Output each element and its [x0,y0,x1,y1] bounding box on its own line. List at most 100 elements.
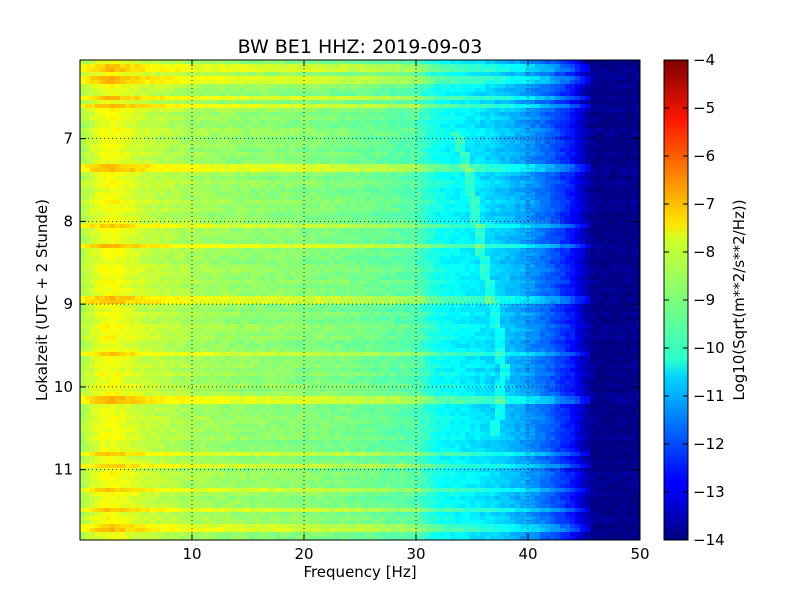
heatmap-cell [525,168,531,173]
heatmap-cell [510,204,516,209]
heatmap-cell [245,88,251,93]
heatmap-cell [135,172,141,177]
heatmap-cell [110,156,116,161]
heatmap-cell [375,212,381,217]
heatmap-cell [310,144,316,149]
heatmap-cell [245,152,251,157]
heatmap-cell [345,176,351,181]
heatmap-cell [120,76,126,81]
heatmap-cell [480,64,486,69]
heatmap-cell [380,84,386,89]
heatmap-cell [145,140,151,145]
heatmap-cell [360,84,366,89]
heatmap-cell [630,176,636,181]
heatmap-cell [560,172,566,177]
heatmap-cell [590,192,596,197]
heatmap-cell [210,208,216,213]
heatmap-cell [460,72,466,77]
heatmap-cell [505,232,511,237]
heatmap-cell [215,212,221,217]
heatmap-cell [415,108,421,113]
heatmap-cell [260,64,266,69]
heatmap-cell [620,84,626,89]
heatmap-cell [160,224,166,229]
heatmap-cell [250,228,256,233]
heatmap-cell [210,72,216,77]
heatmap-cell [410,212,416,217]
heatmap-cell [400,204,406,209]
heatmap-cell [355,92,361,97]
heatmap-cell [450,164,456,169]
heatmap-cell [420,60,426,65]
heatmap-cell [610,232,616,237]
heatmap-cell [220,152,226,157]
heatmap-cell [120,100,126,105]
heatmap-cell [465,132,471,137]
heatmap-cell [420,228,426,233]
heatmap-cell [295,148,301,153]
heatmap-cell [370,156,376,161]
heatmap-cell [280,164,286,169]
heatmap-cell [305,236,311,241]
heatmap-cell [420,104,426,109]
heatmap-cell [615,136,621,141]
heatmap-cell [320,132,326,137]
heatmap-cell [290,100,296,105]
heatmap-cell [185,208,191,213]
heatmap-cell [455,168,461,173]
heatmap-cell [145,184,151,189]
heatmap-cell [145,172,151,177]
heatmap-cell [595,148,601,153]
heatmap-cell [585,128,591,133]
heatmap-cell [550,128,556,133]
heatmap-cell [590,228,596,233]
heatmap-cell [590,84,596,89]
heatmap-cell [350,128,356,133]
heatmap-cell [235,156,241,161]
heatmap-cell [455,96,461,101]
heatmap-cell [285,180,291,185]
heatmap-cell [590,76,596,81]
heatmap-cell [365,200,371,205]
heatmap-cell [125,68,131,73]
heatmap-cell [100,168,106,173]
heatmap-cell [410,116,416,121]
heatmap-cell [255,72,261,77]
heatmap-cell [525,104,531,109]
heatmap-cell [165,208,171,213]
heatmap-cell [105,108,111,113]
heatmap-cell [395,156,401,161]
heatmap-cell [455,176,461,181]
heatmap-cell [285,132,291,137]
heatmap-cell [285,60,291,65]
heatmap-cell [270,124,276,129]
heatmap-cell [115,120,121,125]
heatmap-cell [570,208,576,213]
heatmap-cell [135,64,141,69]
heatmap-cell [400,108,406,113]
heatmap-cell [545,76,551,81]
heatmap-cell [420,156,426,161]
heatmap-cell [480,188,486,193]
heatmap-cell [610,176,616,181]
heatmap-cell [625,132,631,137]
heatmap-cell [350,192,356,197]
heatmap-cell [135,120,141,125]
heatmap-cell [250,84,256,89]
heatmap-cell [495,72,501,77]
heatmap-cell [170,112,176,117]
heatmap-cell [105,100,111,105]
heatmap-cell [440,168,446,173]
heatmap-cell [575,180,581,185]
heatmap-cell [390,100,396,105]
heatmap-cell [500,136,506,141]
heatmap-cell [320,104,326,109]
heatmap-cell [190,124,196,129]
heatmap-cell [505,152,511,157]
heatmap-cell [290,232,296,237]
heatmap-cell [350,92,356,97]
heatmap-cell [470,72,476,77]
heatmap-cell [560,220,566,225]
heatmap-cell [225,192,231,197]
heatmap-cell [570,216,576,221]
